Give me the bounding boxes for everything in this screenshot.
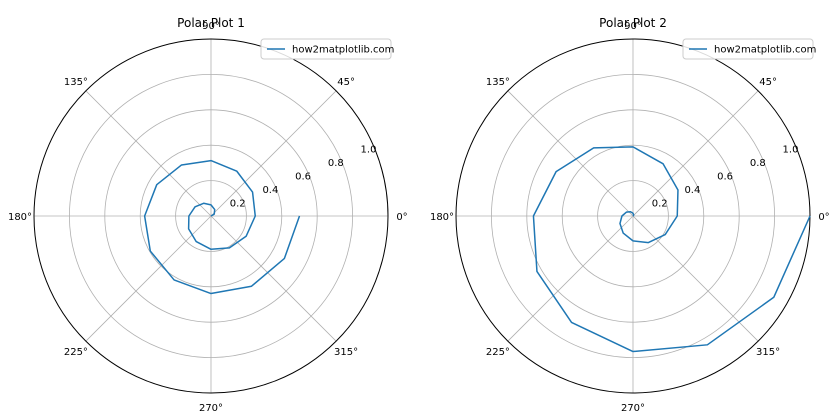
angle-tick-label: 135° xyxy=(486,77,510,88)
radial-tick-label: 0.8 xyxy=(328,158,344,169)
series-line xyxy=(143,159,301,295)
angle-tick-label: 180° xyxy=(430,212,454,223)
series-line xyxy=(532,146,811,353)
radial-tick-labels: 0.2 0.4 0.6 0.8 1.0 xyxy=(652,144,799,209)
angular-gridline xyxy=(85,215,212,342)
angle-tick-label: 45° xyxy=(759,77,777,88)
angle-tick-label: 270° xyxy=(199,403,223,414)
legend-box xyxy=(682,38,814,60)
angle-tick-label: 0° xyxy=(396,212,407,223)
angle-tick-labels: 0° 45° 90° 135° 180° 225° 270° 315° xyxy=(8,21,408,414)
series xyxy=(143,159,301,295)
polar-spine xyxy=(33,38,389,394)
series xyxy=(532,146,811,353)
legend: how2matplotlib.com xyxy=(682,38,816,60)
angle-tick-label: 45° xyxy=(337,77,355,88)
angular-gridline xyxy=(85,90,212,217)
radial-tick-label: 0.4 xyxy=(684,185,700,196)
radial-tick-labels: 0.2 0.4 0.6 0.8 1.0 xyxy=(230,144,377,209)
angle-tick-label: 180° xyxy=(8,212,32,223)
angular-gridline xyxy=(632,215,759,342)
legend: how2matplotlib.com xyxy=(260,38,394,60)
angle-tick-label: 315° xyxy=(334,347,358,358)
angle-tick-label: 90° xyxy=(202,21,220,32)
legend-label: how2matplotlib.com xyxy=(292,45,394,56)
angle-tick-label: 225° xyxy=(486,347,510,358)
radial-tick-label: 1.0 xyxy=(783,144,799,155)
angle-tick-label: 225° xyxy=(64,347,88,358)
angular-gridline xyxy=(507,215,634,342)
angle-tick-label: 0° xyxy=(818,212,829,223)
radial-tick-label: 0.2 xyxy=(230,199,246,210)
angular-gridline xyxy=(632,90,759,217)
angle-tick-label: 270° xyxy=(621,403,645,414)
chart-title: Polar Plot 1 xyxy=(177,16,245,30)
polar-chart-1: Polar Plot 1 0° 45° 90° 135° 180° 225° 270° 315… xyxy=(8,16,408,414)
grid xyxy=(456,39,810,393)
radial-tick-label: 0.6 xyxy=(295,171,311,182)
radial-tick-label: 0.4 xyxy=(262,185,278,196)
radial-tick-label: 0.2 xyxy=(652,199,668,210)
radial-tick-label: 0.8 xyxy=(750,158,766,169)
grid xyxy=(34,39,388,393)
legend-label: how2matplotlib.com xyxy=(714,45,816,56)
chart-title: Polar Plot 2 xyxy=(599,16,667,30)
angle-tick-labels: 0° 45° 90° 135° 180° 225° 270° 315° xyxy=(430,21,830,414)
angular-gridline xyxy=(507,90,634,217)
legend-box xyxy=(260,38,392,60)
radial-tick-label: 1.0 xyxy=(361,144,377,155)
radial-tick-label: 0.6 xyxy=(717,171,733,182)
angle-tick-label: 135° xyxy=(64,77,88,88)
angular-gridline xyxy=(210,90,337,217)
angular-gridline xyxy=(210,215,337,342)
polar-frame xyxy=(33,38,389,394)
angle-tick-label: 90° xyxy=(624,21,642,32)
angle-tick-label: 315° xyxy=(756,347,780,358)
polar-chart-2: Polar Plot 2 0° 45° 90° 135° 180° 225° 270° 315… xyxy=(430,16,830,414)
